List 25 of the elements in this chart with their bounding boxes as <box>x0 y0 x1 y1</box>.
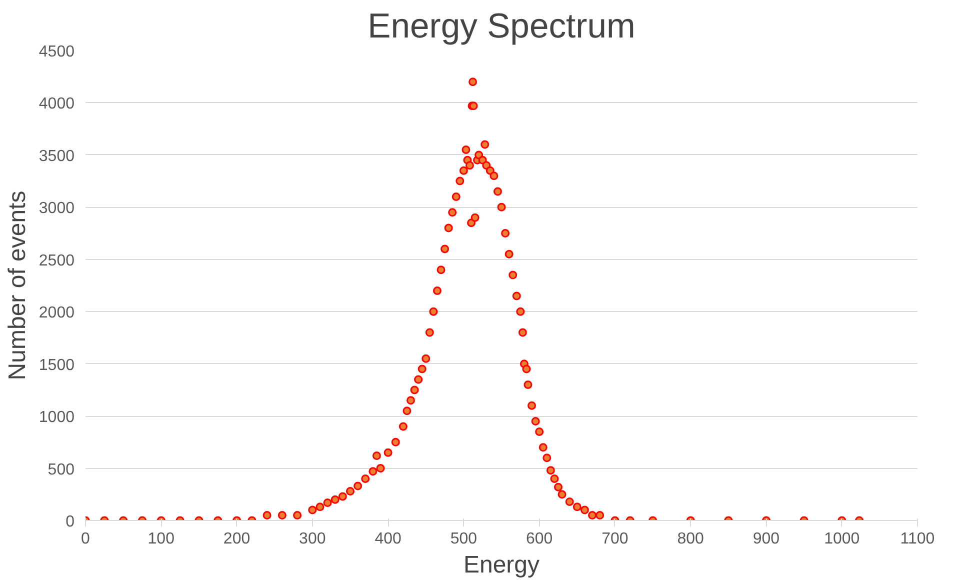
y-axis-title: Number of events <box>4 190 31 380</box>
y-tick-label: 3500 <box>38 148 75 165</box>
x-axis-title: Energy <box>463 552 540 578</box>
x-tick-label: 900 <box>752 530 780 548</box>
y-tick-label: 1500 <box>38 356 75 374</box>
x-tick-label: 500 <box>450 530 478 548</box>
x-tick-label: 400 <box>374 530 402 548</box>
x-tick-label: 600 <box>526 530 553 548</box>
y-tick-label: 4500 <box>38 44 75 60</box>
y-tick-label: 500 <box>48 461 75 478</box>
x-tick-label: 1100 <box>900 530 935 548</box>
chart-title: Energy Spectrum <box>368 8 636 46</box>
y-tick-label: 4000 <box>38 96 75 113</box>
y-tick-label: 2000 <box>38 304 75 322</box>
y-tick-label: 1000 <box>38 409 75 426</box>
x-tick-label: 300 <box>299 530 326 548</box>
x-tick-label: 800 <box>677 530 704 548</box>
y-tick-label: 0 <box>66 514 75 530</box>
x-tick-label: 100 <box>148 530 175 548</box>
x-tick-label: 0 <box>81 530 90 548</box>
y-tick-label: 2500 <box>38 252 75 270</box>
y-tick-label: 3000 <box>38 200 75 218</box>
x-tick-label: 200 <box>223 530 250 548</box>
x-tick-label: 700 <box>602 530 628 548</box>
x-tick-label: 1000 <box>824 530 860 548</box>
